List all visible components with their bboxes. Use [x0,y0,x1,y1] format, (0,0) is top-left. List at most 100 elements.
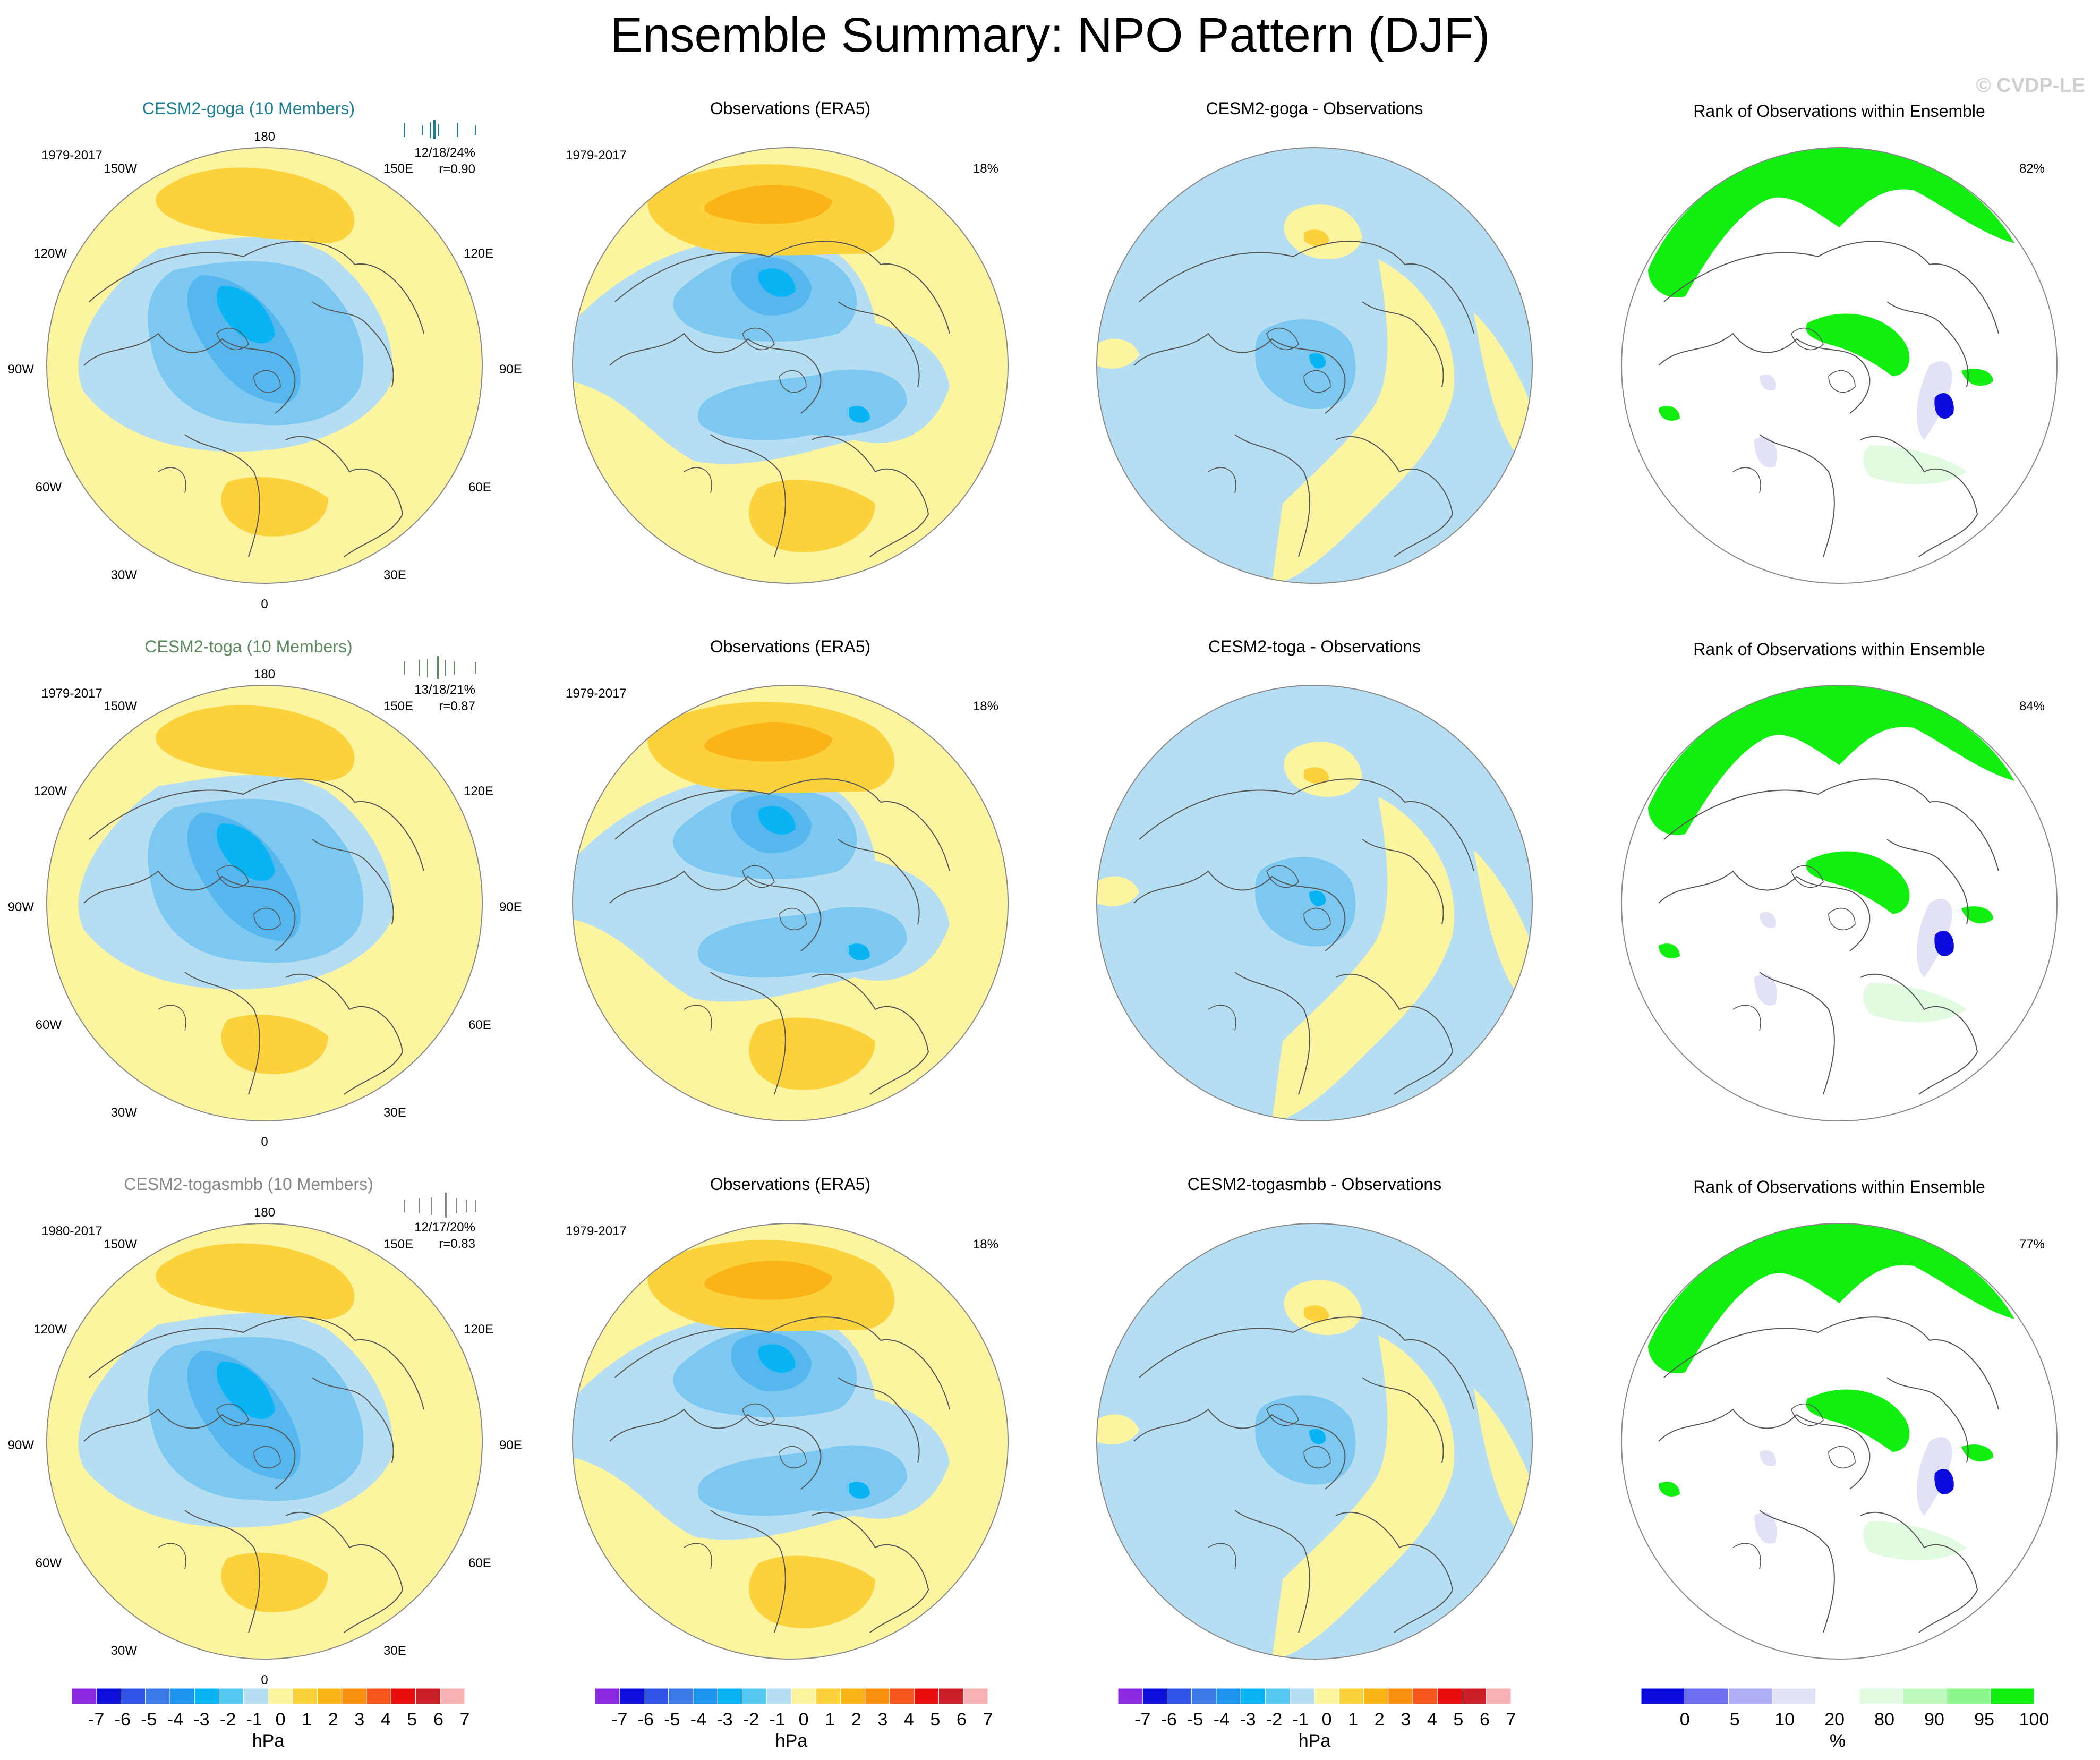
colorbar-unit: hPa [775,1731,808,1751]
colorbar-swatch [1859,1688,1903,1705]
colorbar-tick-label: 10 [1774,1710,1795,1730]
colorbar-swatch [1412,1688,1438,1705]
model-period: 1979-2017 [41,686,103,701]
colorbar-unit: hPa [252,1731,285,1751]
rank-pct: 82% [2019,161,2045,176]
colorbar-tick-label: 6 [433,1710,443,1730]
colorbar-tick-label: 5 [930,1710,940,1730]
colorbar-swatch [619,1688,644,1705]
model-pattern-correlation: r=0.83 [439,1237,475,1251]
lon-label: 60W [36,1556,62,1570]
colorbar-tick-label: 90 [1924,1710,1944,1730]
colorbar-tick-label: 2 [1375,1710,1385,1730]
colorbar-tick-label: 1 [302,1710,312,1730]
colorbar-tick-label: -1 [769,1710,785,1730]
obs-variance-pct: 18% [973,161,998,176]
colorbar-swatch [815,1688,841,1705]
colorbar-swatch [594,1688,620,1705]
obs-npo-map [573,148,1008,583]
colorbar-tick-label: -6 [115,1710,131,1730]
lon-label: 90W [8,362,35,377]
colorbar-tick-label: 6 [957,1710,967,1730]
diff-title: CESM2-goga - Observations [1206,99,1423,118]
colorbar-swatch [1167,1688,1192,1705]
colorbar-tick-label: 7 [1506,1710,1516,1730]
model-pattern-stats: 12/17/20% [414,1220,475,1235]
rank-map [1621,685,2057,1121]
colorbar-tick-label: 0 [1680,1710,1690,1730]
colorbar-tick-label: -5 [1187,1710,1203,1730]
colorbar-tick-label: 0 [799,1710,809,1730]
obs-variance-pct: 18% [973,1237,998,1252]
lon-label: 90E [499,1438,522,1452]
colorbar-swatch [1117,1688,1143,1705]
colorbar-swatch [169,1688,195,1705]
colorbar-swatch [1338,1688,1364,1705]
colorbar-swatch [717,1688,742,1705]
model-pattern-correlation: r=0.87 [439,699,475,713]
ensemble-spread-ticks [404,120,476,139]
difference-map [1097,1223,1532,1659]
obs-variance-pct: 18% [973,699,998,713]
lon-label: 30W [111,568,138,582]
colorbar-tick-label: -4 [167,1710,183,1730]
lon-label: 60E [468,1556,491,1570]
lon-label: 90W [8,1438,35,1452]
obs-title: Observations (ERA5) [710,1175,870,1194]
rank-title: Rank of Observations within Ensemble [1693,101,1985,121]
colorbar-tick-label: -1 [246,1710,262,1730]
cvdp-watermark: © CVDP-LE [1976,74,2085,97]
colorbar-tick-label: 3 [877,1710,887,1730]
lon-label: 60E [468,1018,491,1032]
colorbar-tick-label: 95 [1974,1710,1994,1730]
model-npo-map [47,148,482,583]
colorbar-swatch [1641,1688,1685,1705]
obs-title: Observations (ERA5) [710,637,870,656]
rank-title: Rank of Observations within Ensemble [1693,640,1985,659]
obs-period: 1979-2017 [566,686,627,701]
lon-label: 120W [33,784,67,798]
colorbar-tick-label: 100 [2019,1710,2050,1730]
model-pattern-correlation: r=0.90 [439,162,475,176]
lon-label: 150W [104,161,137,176]
colorbar-tick-label: 5 [1730,1710,1740,1730]
lon-label: 150W [104,699,137,713]
colorbar-swatch [644,1688,669,1705]
colorbar-tick-label: -7 [88,1710,104,1730]
colorbar-tick-label: -2 [1266,1710,1282,1730]
colorbar-tick-label: -5 [141,1710,157,1730]
lon-label: 150E [383,699,413,713]
colorbar-swatch [145,1688,170,1705]
colorbar-swatch [194,1688,219,1705]
colorbar-swatch [668,1688,694,1705]
colorbar-swatch [1815,1688,1860,1705]
model-period: 1979-2017 [41,148,103,163]
colorbar-swatch [1486,1688,1512,1705]
colorbar-tick-label: -3 [1240,1710,1256,1730]
colorbar-swatch [889,1688,915,1705]
lon-label: 120E [464,246,493,261]
colorbar-tick-label: -2 [220,1710,236,1730]
colorbar-tick-label: 80 [1874,1710,1894,1730]
colorbar-tick-label: -7 [1134,1710,1150,1730]
colorbar-swatch [1142,1688,1167,1705]
lon-label: 150E [383,1237,413,1252]
colorbar-swatch [1728,1688,1773,1705]
difference-map [1097,148,1532,583]
colorbar-tick-label: -4 [690,1710,706,1730]
lon-label: 120W [33,1322,67,1337]
row-3: CESM2-togasmbb (10 Members) 1980-2017 12… [8,1175,2057,1687]
model-pattern-stats: 12/18/24% [414,146,475,160]
lon-label: 90E [499,900,522,914]
colorbar-swatch [1290,1688,1315,1705]
lon-label: 90W [8,900,35,914]
colorbar-swatch [71,1688,97,1705]
colorbar-tick-label: 5 [1453,1710,1463,1730]
lon-label: 90E [499,362,522,377]
figure-title: Ensemble Summary: NPO Pattern (DJF) [610,8,1490,62]
colorbar-swatch [1265,1688,1291,1705]
colorbar-swatch [1684,1688,1729,1705]
colorbar-tick-label: 0 [276,1710,286,1730]
colorbar-swatch [1191,1688,1217,1705]
